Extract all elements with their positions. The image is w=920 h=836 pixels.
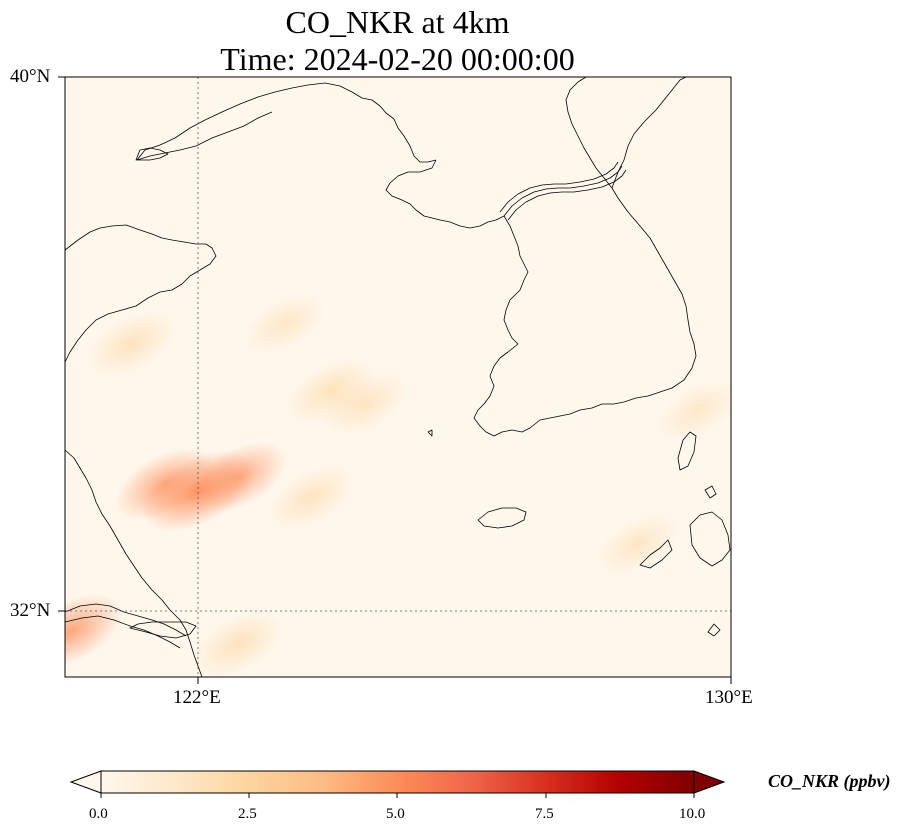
coastlines [65, 77, 731, 677]
co-field [65, 293, 731, 677]
co-hotspot [192, 611, 284, 677]
colorbar-tick-0: 0.0 [89, 806, 108, 822]
co-hotspot [189, 441, 288, 514]
co-hotspot [596, 513, 680, 575]
gridlines [65, 77, 731, 677]
lon-tick-130e: 130°E [705, 687, 753, 708]
co-hotspot [65, 593, 123, 669]
co-hotspot [243, 293, 326, 355]
map-frame [64, 76, 732, 678]
colorbar [69, 770, 726, 798]
map-title-line1: CO_NKR at 4km [285, 4, 510, 40]
colorbar-tick-10: 10.0 [679, 806, 706, 822]
colorbar-tick-2-5: 2.5 [238, 806, 257, 822]
lat-tick-32n: 32°N [10, 600, 51, 621]
co-hotspot [114, 447, 215, 521]
lon-tick-122e: 122°E [173, 687, 221, 708]
co-hotspot [267, 465, 356, 530]
colorbar-tick-5: 5.0 [386, 806, 405, 822]
co-hotspot [321, 372, 409, 436]
co-hotspot [657, 381, 731, 441]
co-hotspot [86, 311, 177, 377]
map-title-line2: Time: 2024-02-20 00:00:00 [220, 41, 575, 77]
lat-tick-40n: 40°N [10, 66, 51, 87]
colorbar-tick-7-5: 7.5 [535, 806, 554, 822]
colorbar-label: CO_NKR (ppbv) [768, 771, 891, 791]
